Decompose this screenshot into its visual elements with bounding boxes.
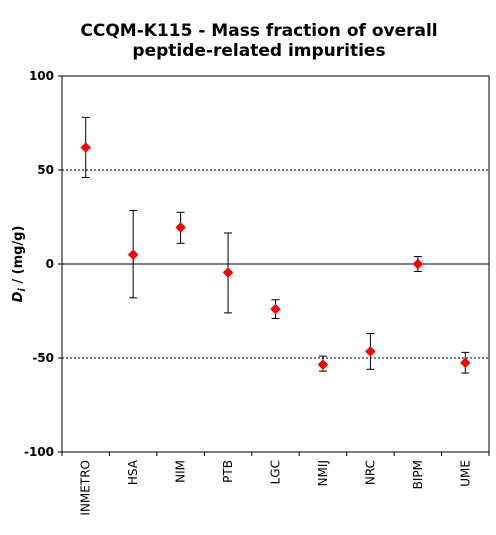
y-axis-ticks: 100 50 0 -50 -100 xyxy=(24,69,62,459)
data-point xyxy=(175,221,186,233)
x-tick-label: LGC xyxy=(269,460,283,484)
data-point xyxy=(459,357,471,369)
y-tick-label: 100 xyxy=(29,69,54,83)
y-tick-label: -50 xyxy=(32,351,54,365)
x-tick-label: NRC xyxy=(363,460,377,485)
chart-title-line2: peptide-related impurities xyxy=(132,41,385,61)
y-tick-label: 0 xyxy=(46,257,54,271)
x-tick-label: BIPM xyxy=(411,460,425,489)
data-point xyxy=(127,249,139,260)
x-tick-label: UME xyxy=(458,460,472,487)
y-tick-label: 50 xyxy=(37,163,54,177)
y-axis-label-subscript: i xyxy=(17,288,28,292)
x-tick-label: PTB xyxy=(221,460,235,483)
chart-title-line1: CCQM-K115 - Mass fraction of overall xyxy=(80,21,437,41)
y-axis-label-unit: / (mg/g) xyxy=(11,226,26,289)
x-tick-label: HSA xyxy=(126,459,140,485)
data-point xyxy=(80,142,92,153)
y-axis-label-symbol: D xyxy=(11,291,26,302)
x-tick-label: INMETRO xyxy=(79,460,93,516)
data-point xyxy=(412,258,424,270)
y-tick-label: -100 xyxy=(24,445,54,459)
y-axis-label: Di / (mg/g) xyxy=(11,226,28,303)
data-point xyxy=(270,303,281,315)
x-tick-label: NIM xyxy=(174,460,188,483)
x-axis-ticks: INMETRO HSA NIM PTB LGC NMIJ NRC BIPM UME xyxy=(61,452,490,516)
data-point xyxy=(365,346,376,357)
data-points xyxy=(80,142,471,370)
data-point xyxy=(222,267,234,278)
x-tick-label: NMIJ xyxy=(316,460,330,486)
data-point xyxy=(317,359,329,370)
